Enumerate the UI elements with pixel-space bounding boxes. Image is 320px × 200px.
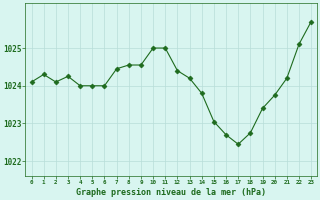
- X-axis label: Graphe pression niveau de la mer (hPa): Graphe pression niveau de la mer (hPa): [76, 188, 266, 197]
